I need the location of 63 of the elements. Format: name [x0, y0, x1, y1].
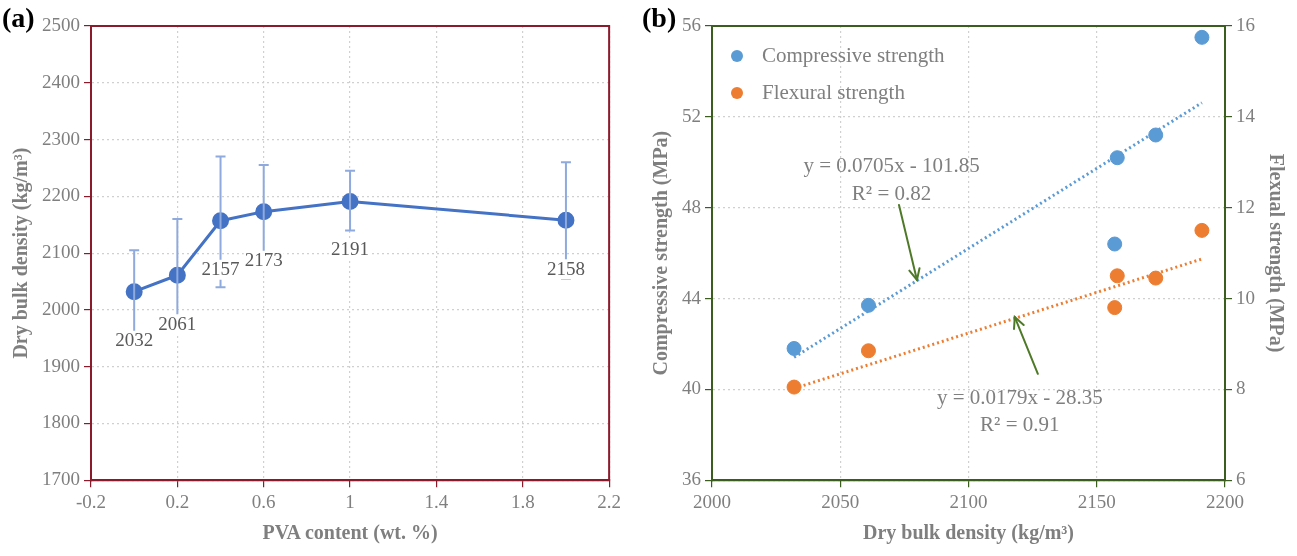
y2-tick-label: 12 — [1236, 195, 1255, 217]
point — [1148, 127, 1164, 143]
data-label: 2158 — [546, 257, 585, 279]
y2-tick-label: 16 — [1236, 13, 1255, 35]
y-tick-label: 40 — [682, 377, 701, 399]
y2-tick-label: 10 — [1236, 286, 1255, 308]
point — [786, 340, 802, 356]
y-tick-label: 1800 — [42, 411, 80, 433]
chart-title: (b) — [642, 2, 677, 34]
data-label: 2173 — [244, 249, 283, 271]
data-label: 2191 — [331, 237, 370, 259]
point — [1109, 268, 1125, 284]
y-tick-label: 48 — [682, 195, 701, 217]
y-axis-title: Dry bulk density (kg/m³) — [9, 147, 33, 359]
point — [786, 379, 802, 395]
x-tick-label: 0.2 — [165, 490, 190, 512]
x-tick-label: 2050 — [821, 490, 860, 512]
point — [860, 297, 876, 313]
annotation: R² = 0.82 — [851, 180, 932, 205]
y-tick-label: 56 — [682, 13, 701, 35]
annotation: R² = 0.91 — [980, 412, 1060, 437]
y-tick-label: 44 — [682, 286, 702, 308]
y-tick-label: 2100 — [42, 241, 80, 263]
x-tick-label: 1.8 — [510, 490, 535, 512]
point — [1109, 150, 1125, 166]
y2-axis-title: Flexual strength (MPa) — [1264, 153, 1288, 353]
y-tick-label: 2000 — [42, 297, 80, 319]
y-tick-label: 2300 — [42, 127, 80, 149]
point — [1148, 270, 1164, 286]
y-tick-label: 1900 — [42, 354, 80, 376]
x-tick-label: 0.6 — [251, 490, 276, 512]
legend-label: Flexural strength — [762, 79, 906, 104]
y-tick-label: 2500 — [42, 13, 80, 35]
point — [1194, 29, 1210, 45]
x-tick-label: 2.2 — [597, 490, 621, 512]
annotation: y = 0.0705x - 101.85 — [803, 153, 980, 178]
y-tick-label: 36 — [682, 468, 701, 490]
y-tick-label: 52 — [682, 104, 701, 126]
x-tick-label: 1 — [345, 490, 355, 512]
x-tick-label: -0.2 — [75, 490, 107, 512]
x-tick-label: 2100 — [949, 490, 988, 512]
y-tick-label: 2400 — [42, 70, 80, 92]
point — [1107, 300, 1123, 316]
point — [1107, 236, 1123, 252]
data-label: 2032 — [115, 329, 154, 351]
x-tick-label: 2150 — [1077, 490, 1116, 512]
x-axis-title: PVA content (wt. %) — [262, 521, 438, 545]
y2-tick-label: 6 — [1236, 468, 1246, 490]
y-tick-label: 1700 — [42, 468, 80, 490]
x-tick-label: 2200 — [1206, 490, 1244, 512]
legend-label: Compressive strength — [762, 42, 946, 67]
point — [860, 343, 876, 359]
x-tick-label: 1.4 — [424, 490, 449, 512]
data-label: 2157 — [201, 258, 240, 280]
chart-title: (a) — [2, 2, 35, 34]
point — [1194, 222, 1210, 238]
data-label: 2061 — [158, 312, 197, 334]
annotation: y = 0.0179x - 28.35 — [936, 384, 1103, 409]
x-axis-title: Dry bulk density (kg/m³) — [862, 521, 1075, 545]
y-tick-label: 2200 — [42, 184, 80, 206]
y2-tick-label: 14 — [1236, 104, 1256, 126]
y2-tick-label: 8 — [1236, 377, 1246, 399]
y-axis-title: Compressive strength (MPa) — [649, 130, 673, 376]
